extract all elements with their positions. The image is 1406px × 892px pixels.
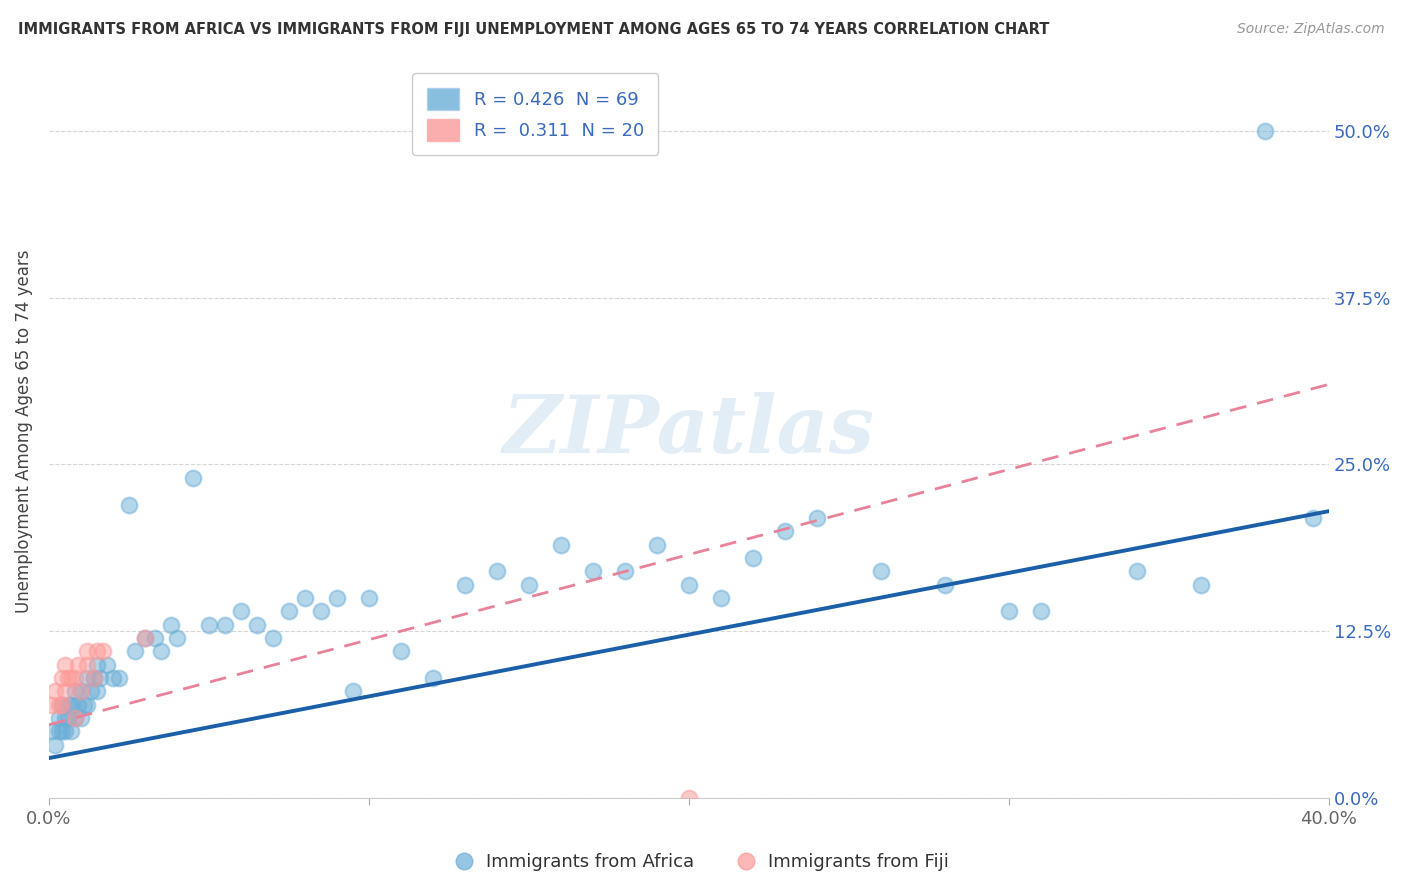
Point [550, 537, 572, 551]
Point [44, 738, 66, 752]
Point [93, 644, 115, 658]
Point [66, 657, 89, 672]
Point [51, 698, 73, 712]
Point [357, 591, 380, 605]
Point [214, 617, 236, 632]
Point [86, 657, 108, 672]
Point [869, 564, 891, 578]
Point [262, 631, 284, 645]
Point [60, 698, 83, 712]
Point [741, 550, 763, 565]
Point [1126, 564, 1149, 578]
Point [66, 698, 89, 712]
Point [48, 711, 70, 725]
Point [56, 671, 79, 685]
Point [934, 577, 956, 591]
Point [51, 671, 73, 685]
Point [56, 698, 79, 712]
Point [89, 671, 111, 685]
Point [773, 524, 796, 539]
Point [41, 698, 63, 712]
Point [73, 698, 96, 712]
Point [53, 684, 76, 698]
Y-axis label: Unemployment Among Ages 65 to 74 years: Unemployment Among Ages 65 to 74 years [15, 250, 32, 613]
Point [229, 604, 252, 618]
Point [342, 684, 364, 698]
Point [63, 711, 86, 725]
Point [41, 724, 63, 739]
Point [48, 724, 70, 739]
Point [86, 644, 108, 658]
Point [678, 791, 700, 805]
Point [517, 577, 540, 591]
Point [582, 564, 605, 578]
Legend: R = 0.426  N = 69, R =  0.311  N = 20: R = 0.426 N = 69, R = 0.311 N = 20 [412, 73, 658, 155]
Point [53, 724, 76, 739]
Point [53, 711, 76, 725]
Point [181, 471, 204, 485]
Point [79, 684, 101, 698]
Point [60, 671, 83, 685]
Point [389, 644, 412, 658]
Point [678, 577, 700, 591]
Point [326, 591, 349, 605]
Point [51, 698, 73, 712]
Point [309, 604, 332, 618]
Point [1254, 124, 1277, 138]
Point [124, 644, 146, 658]
Point [56, 711, 79, 725]
Point [70, 684, 93, 698]
Point [53, 657, 76, 672]
Point [63, 671, 86, 685]
Point [166, 631, 188, 645]
Point [60, 724, 83, 739]
Text: ZIPatlas: ZIPatlas [503, 392, 875, 470]
Point [76, 657, 98, 672]
Point [1302, 511, 1324, 525]
Point [454, 577, 477, 591]
Legend: Immigrants from Africa, Immigrants from Fiji: Immigrants from Africa, Immigrants from … [450, 847, 956, 879]
Point [806, 511, 828, 525]
Point [159, 617, 181, 632]
Point [645, 537, 668, 551]
Text: Source: ZipAtlas.com: Source: ZipAtlas.com [1237, 22, 1385, 37]
Point [76, 671, 98, 685]
Point [998, 604, 1021, 618]
Point [83, 671, 105, 685]
Point [51, 724, 73, 739]
Text: IMMIGRANTS FROM AFRICA VS IMMIGRANTS FROM FIJI UNEMPLOYMENT AMONG AGES 65 TO 74 : IMMIGRANTS FROM AFRICA VS IMMIGRANTS FRO… [18, 22, 1050, 37]
Point [76, 698, 98, 712]
Point [198, 617, 221, 632]
Point [246, 617, 269, 632]
Point [294, 591, 316, 605]
Point [1029, 604, 1052, 618]
Point [70, 711, 93, 725]
Point [143, 631, 166, 645]
Point [485, 564, 508, 578]
Point [134, 631, 156, 645]
Point [70, 684, 93, 698]
Point [44, 684, 66, 698]
Point [118, 498, 141, 512]
Point [96, 657, 118, 672]
Point [134, 631, 156, 645]
Point [278, 604, 301, 618]
Point [83, 671, 105, 685]
Point [86, 684, 108, 698]
Point [422, 671, 444, 685]
Point [108, 671, 131, 685]
Point [101, 671, 124, 685]
Point [149, 644, 172, 658]
Point [76, 644, 98, 658]
Point [1189, 577, 1212, 591]
Point [63, 711, 86, 725]
Point [63, 684, 86, 698]
Point [710, 591, 733, 605]
Point [48, 698, 70, 712]
Point [613, 564, 636, 578]
